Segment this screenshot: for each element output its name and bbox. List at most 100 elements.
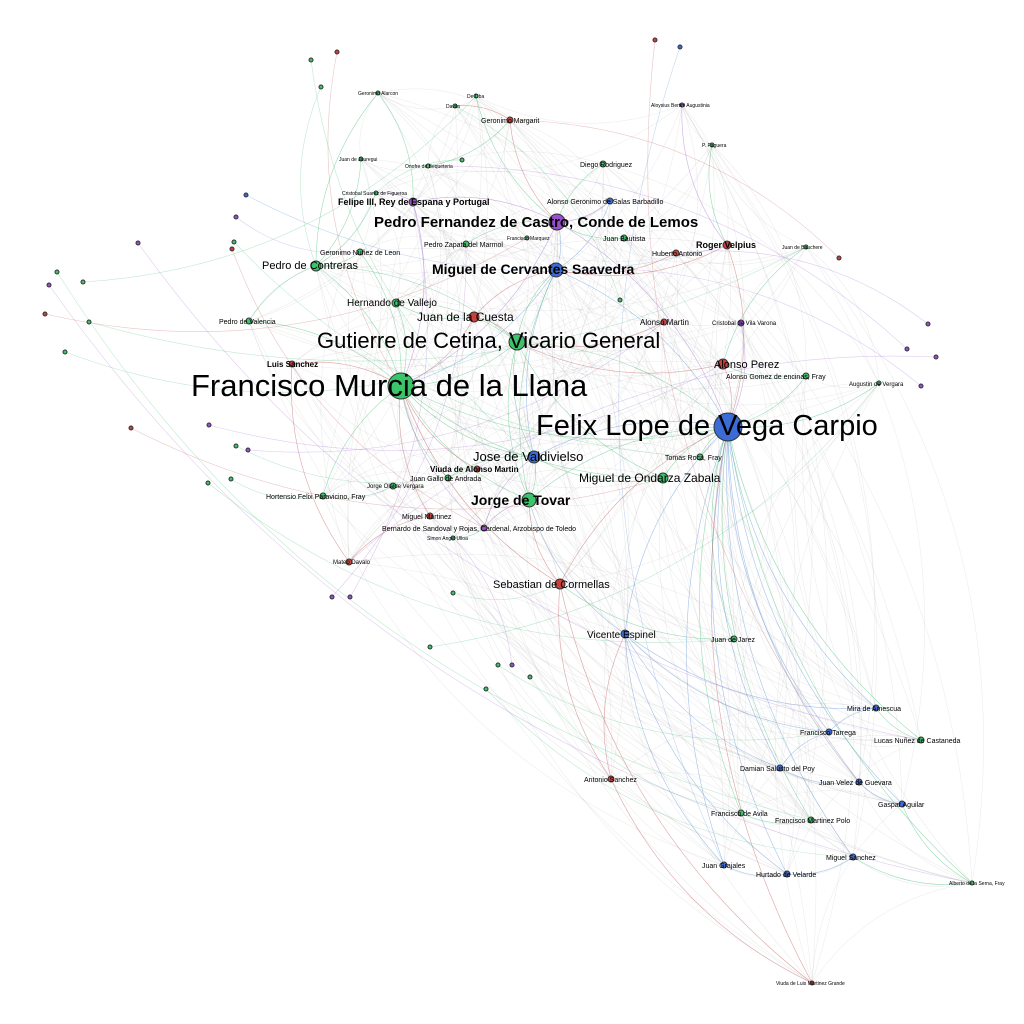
minor-node[interactable] [233,443,239,449]
minor-node[interactable] [46,282,52,288]
node-amartin[interactable] [660,318,668,326]
minor-node[interactable] [334,49,340,55]
node-cetina[interactable] [508,333,526,351]
minor-node[interactable] [918,383,924,389]
node-viuda_luis[interactable] [809,980,815,986]
node-alarcon[interactable] [375,90,381,96]
minor-node[interactable] [229,246,235,252]
minor-node[interactable] [228,476,234,482]
minor-node[interactable] [231,239,237,245]
node-jauregui[interactable] [358,156,364,162]
minor-node[interactable] [318,84,324,90]
minor-node[interactable] [54,269,60,275]
minor-node[interactable] [233,214,239,220]
node-mmartinez[interactable] [426,512,434,520]
minor-node[interactable] [206,422,212,428]
node-cormellas[interactable] [554,578,566,590]
minor-node[interactable] [925,321,931,327]
node-vergara[interactable] [876,380,882,386]
node-jarez[interactable] [730,635,738,643]
minor-node[interactable] [652,37,658,43]
minor-node[interactable] [42,311,48,317]
node-avila[interactable] [737,809,745,817]
node-lsanchez[interactable] [288,360,296,368]
node-catvila[interactable] [737,319,745,327]
node-valencia[interactable] [245,317,253,325]
node-lope[interactable] [713,412,743,442]
node-aperez[interactable] [717,358,729,370]
minor-node[interactable] [509,662,515,668]
node-davalos[interactable] [345,558,353,566]
node-davila[interactable] [452,103,458,109]
minor-node[interactable] [527,674,533,680]
minor-node[interactable] [933,354,939,360]
minor-node[interactable] [483,686,489,692]
node-ulloa[interactable] [450,535,456,541]
node-margarit[interactable] [506,116,514,124]
node-tarrega[interactable] [825,728,833,736]
node-paravicino2[interactable] [425,163,431,169]
node-cervantes[interactable] [548,262,564,278]
node-bautista[interactable] [620,234,628,242]
node-aloysius[interactable] [679,102,685,108]
node-paguera[interactable] [709,142,715,148]
node-poy[interactable] [776,764,784,772]
node-castro[interactable] [548,213,566,231]
minor-node[interactable] [62,349,68,355]
node-castaneda[interactable] [917,736,925,744]
node-roca[interactable] [696,453,704,461]
node-alberto[interactable] [969,880,975,886]
node-gomez[interactable] [802,372,810,380]
node-velarde[interactable] [783,870,791,878]
node-marquez[interactable] [524,235,530,241]
node-tovar[interactable] [521,492,537,508]
node-paravicino[interactable] [319,492,327,500]
node-sandoval[interactable] [480,524,488,532]
node-contreras[interactable] [310,260,322,272]
node-gnunez[interactable] [356,248,364,256]
node-figueroa[interactable] [373,190,379,196]
minor-node[interactable] [617,297,623,303]
node-salas[interactable] [606,197,614,205]
node-grajales[interactable] [720,861,728,869]
minor-node[interactable] [904,346,910,352]
minor-node[interactable] [80,279,86,285]
node-velpius[interactable] [722,240,732,250]
minor-node[interactable] [205,480,211,486]
minor-node[interactable] [245,447,251,453]
minor-node[interactable] [836,255,842,261]
minor-node[interactable] [329,594,335,600]
minor-node[interactable] [308,57,314,63]
minor-node[interactable] [450,590,456,596]
node-rodriguez[interactable] [599,160,607,168]
node-andrada[interactable] [444,474,452,482]
minor-node[interactable] [459,157,465,163]
node-polo[interactable] [807,816,815,824]
minor-node[interactable] [495,662,501,668]
node-ondarza[interactable] [657,472,669,484]
node-mira[interactable] [872,704,880,712]
node-hantonio[interactable] [672,249,680,257]
node-valdivielso[interactable] [527,450,541,464]
minor-node[interactable] [243,192,249,198]
node-asanchez[interactable] [607,775,615,783]
minor-node[interactable] [427,644,433,650]
node-vallejo[interactable] [391,298,401,308]
minor-node[interactable] [677,44,683,50]
node-felipe[interactable] [408,197,418,207]
minor-node[interactable] [347,594,353,600]
node-murcia[interactable] [387,372,415,400]
node-deoba[interactable] [473,93,479,99]
minor-node[interactable] [128,425,134,431]
node-aguilar[interactable] [898,800,906,808]
node-zapata[interactable] [462,240,470,248]
node-cuesta[interactable] [468,311,480,323]
minor-node[interactable] [86,319,92,325]
node-jauche[interactable] [803,244,809,250]
minor-node[interactable] [135,240,141,246]
node-guevara[interactable] [855,778,863,786]
node-jvergara[interactable] [389,482,397,490]
node-msanchez[interactable] [849,853,857,861]
node-espinel[interactable] [620,629,630,639]
node-vamartin[interactable] [473,465,481,473]
